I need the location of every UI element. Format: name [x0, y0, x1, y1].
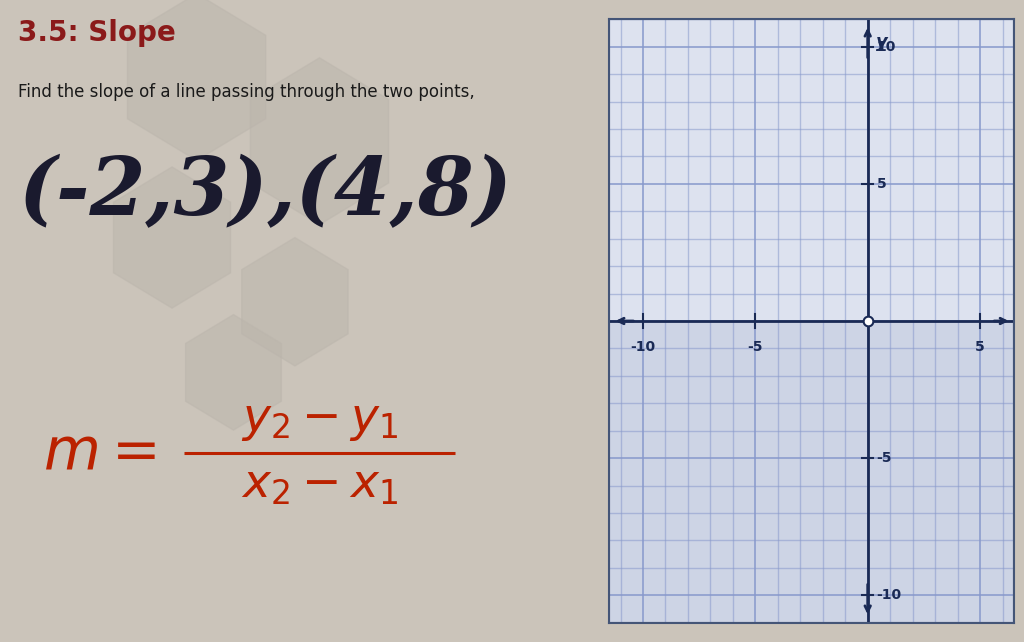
Text: y: y — [876, 33, 888, 51]
Text: Find the slope of a line passing through the two points,: Find the slope of a line passing through… — [18, 83, 475, 101]
Text: (-2,3),(4,8): (-2,3),(4,8) — [18, 154, 512, 232]
Text: 3.5: Slope: 3.5: Slope — [18, 19, 176, 48]
Text: -10: -10 — [631, 340, 655, 354]
Text: -10: -10 — [877, 588, 902, 602]
Text: 5: 5 — [975, 340, 985, 354]
Text: $y_2 - y_1$: $y_2 - y_1$ — [241, 398, 398, 443]
Text: $x_2 - x_1$: $x_2 - x_1$ — [241, 462, 398, 507]
Text: -5: -5 — [748, 340, 763, 354]
Text: 5: 5 — [877, 177, 887, 191]
Text: $m =$: $m =$ — [43, 424, 156, 481]
Text: -5: -5 — [877, 451, 892, 465]
Text: 10: 10 — [877, 40, 896, 54]
